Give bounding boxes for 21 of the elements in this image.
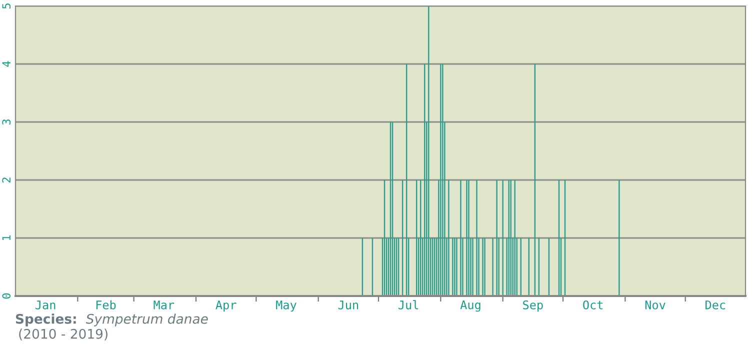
y-tick-label: 4 bbox=[2, 61, 10, 67]
x-tick-label: Jan bbox=[36, 300, 56, 310]
text: Species: bbox=[16, 314, 76, 326]
y-tick-label: 0 bbox=[2, 293, 11, 299]
x-tick-label: May bbox=[276, 300, 296, 312]
x-tick-label: Sep bbox=[523, 300, 543, 312]
x-tick-label: Jul bbox=[398, 300, 418, 310]
x-tick-label: Oct bbox=[583, 300, 603, 310]
y-tick-label: 2 bbox=[2, 178, 10, 183]
text: Sympetrum danae bbox=[86, 314, 208, 326]
x-tick-label: Feb bbox=[96, 300, 116, 310]
y-tick-label: 1 bbox=[2, 235, 10, 240]
x-tick-label: Aug bbox=[460, 300, 480, 312]
x-tick-label: Dec bbox=[706, 300, 726, 310]
y-tick-label: 3 bbox=[2, 119, 11, 125]
text: (2010 - 2019) bbox=[19, 328, 108, 340]
x-tick-label: Apr bbox=[216, 300, 236, 312]
x-tick-label: Nov bbox=[645, 300, 666, 310]
x-tick-label: Mar bbox=[154, 300, 174, 310]
x-tick-label: Jun bbox=[338, 300, 358, 310]
y-tick-label: 5 bbox=[2, 4, 11, 9]
